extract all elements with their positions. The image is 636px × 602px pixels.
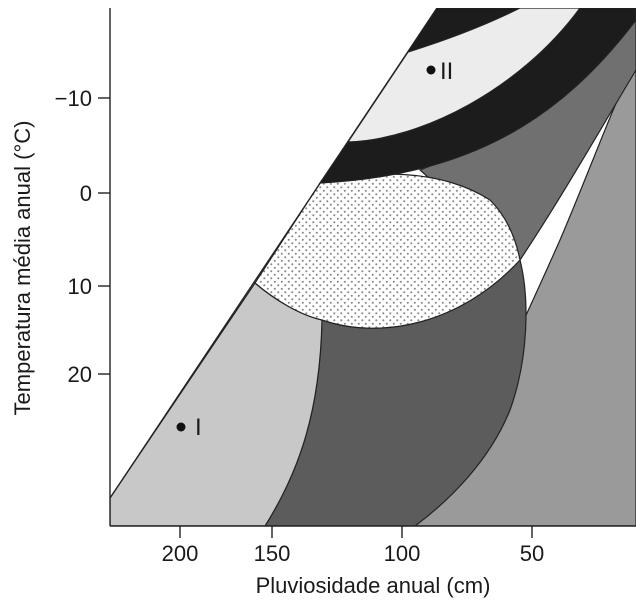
y-tick-label: 20 bbox=[68, 362, 92, 387]
x-axis-title: Pluviosidade anual (cm) bbox=[256, 573, 491, 598]
y-tick-label: 10 bbox=[68, 274, 92, 299]
point-ii-label: II bbox=[440, 58, 453, 85]
x-tick-label: 200 bbox=[162, 541, 199, 566]
region-pale bbox=[346, 8, 581, 143]
region-dotted bbox=[254, 173, 521, 329]
x-tick-label: 100 bbox=[384, 541, 421, 566]
y-tick-label: −10 bbox=[55, 86, 92, 111]
y-axis-title: Temperatura média anual (°C) bbox=[10, 121, 35, 416]
point-i-marker bbox=[176, 422, 186, 432]
x-tick-label: 150 bbox=[254, 541, 291, 566]
point-ii-marker bbox=[426, 65, 436, 75]
diagonal-boundary bbox=[110, 8, 438, 499]
y-tick-label: 0 bbox=[80, 181, 92, 206]
point-i-label: I bbox=[195, 414, 202, 441]
x-tick-label: 50 bbox=[520, 541, 544, 566]
